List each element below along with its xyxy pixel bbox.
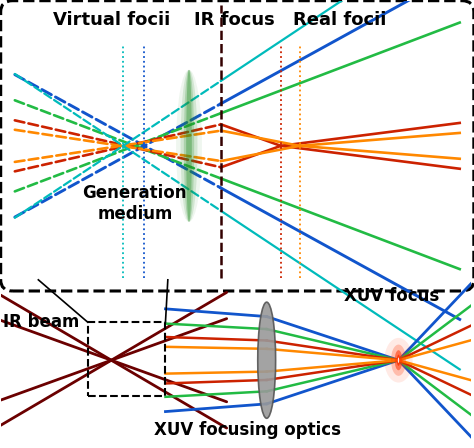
Ellipse shape: [391, 345, 406, 376]
Text: IR focus: IR focus: [194, 10, 274, 29]
FancyBboxPatch shape: [0, 1, 474, 291]
Ellipse shape: [181, 70, 198, 222]
Ellipse shape: [397, 355, 400, 366]
Ellipse shape: [184, 70, 194, 222]
Ellipse shape: [398, 358, 399, 363]
Ellipse shape: [176, 70, 202, 222]
Ellipse shape: [384, 338, 413, 383]
Ellipse shape: [395, 350, 402, 370]
Ellipse shape: [186, 70, 192, 222]
Text: Generation
medium: Generation medium: [82, 184, 187, 223]
Text: XUV focus: XUV focus: [344, 287, 439, 305]
Text: IR beam: IR beam: [3, 313, 80, 332]
Text: Real focii: Real focii: [293, 10, 386, 29]
Text: Virtual focii: Virtual focii: [53, 10, 170, 29]
Ellipse shape: [258, 302, 275, 418]
Text: XUV focusing optics: XUV focusing optics: [155, 421, 341, 439]
